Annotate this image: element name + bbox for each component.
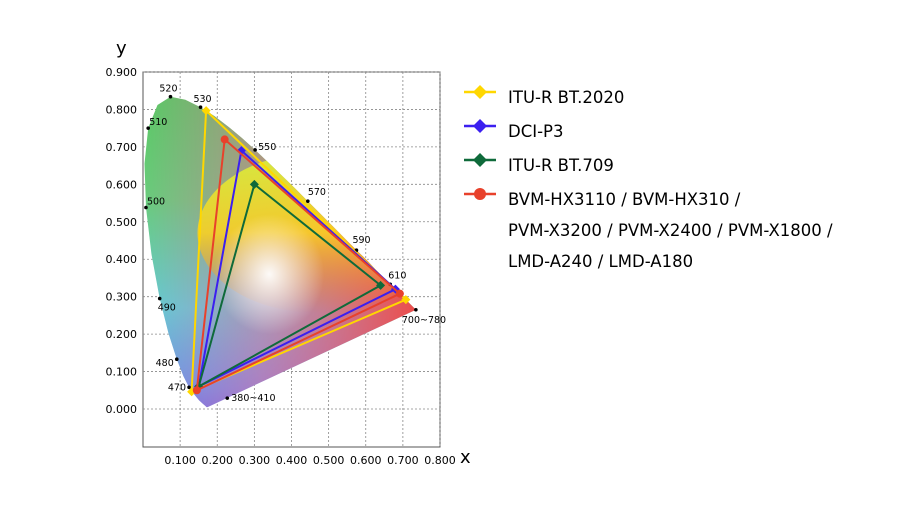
legend-marker	[464, 119, 496, 133]
x-tick-label: 0.700	[387, 454, 419, 467]
wavelength-marker	[187, 385, 191, 390]
legend: ITU-R BT.2020 DCI-P3 ITU-R BT.709 BVM-HX311…	[463, 78, 893, 276]
legend-label-line: ITU-R BT.2020	[508, 88, 625, 107]
wavelength-marker	[253, 148, 257, 152]
y-tick-label: 0.000	[106, 403, 138, 416]
y-tick-label: 0.900	[106, 66, 138, 79]
wavelength-label: 480	[156, 358, 174, 369]
primary-point	[220, 135, 229, 144]
wavelength-label: 380~410	[231, 393, 275, 404]
series-bvm-hx3110	[192, 135, 404, 395]
y-tick-label: 0.400	[106, 253, 138, 266]
y-axis-ticks: 0.000 0.100 0.200 0.300 0.400 0.500 0.600 0.700…	[106, 66, 138, 416]
primary-point	[249, 179, 259, 189]
x-tick-label: 0.300	[239, 454, 271, 467]
y-axis-title: y	[116, 38, 127, 59]
y-tick-label: 0.200	[106, 328, 138, 341]
y-tick-label: 0.300	[106, 291, 138, 304]
legend-label-line: LMD-A240 / LMD-A180	[508, 252, 694, 271]
primary-point	[192, 386, 201, 395]
wavelength-marker	[144, 205, 148, 210]
x-tick-label: 0.600	[350, 454, 382, 467]
legend-item: DCI-P3	[463, 112, 893, 146]
wavelength-label: 550	[258, 142, 276, 153]
gamut-triangle	[197, 182, 383, 389]
wavelength-marker	[414, 307, 418, 312]
x-axis-ticks: 0.100 0.200 0.300 0.400 0.500 0.600 0.700 0.800	[164, 454, 455, 467]
legend-marker	[464, 188, 496, 200]
gamut-triangle	[197, 148, 398, 389]
y-tick-label: 0.700	[106, 141, 138, 154]
legend-label: ITU-R BT.2020	[508, 82, 624, 113]
gamut-series	[187, 106, 411, 397]
wavelength-marker	[306, 199, 310, 203]
wavelength-label: 530	[193, 94, 211, 105]
legend-marker	[464, 153, 496, 167]
primary-point	[401, 295, 411, 305]
gamut-triangle	[190, 108, 408, 394]
legend-label: ITU-R BT.709	[508, 150, 614, 181]
legend-item: BVM-HX3110 / BVM-HX310 / PVM-X3200 / PVM-…	[463, 180, 893, 276]
wavelength-marker	[157, 296, 162, 301]
series-itu-r	[194, 179, 386, 392]
wavelength-label: 490	[158, 303, 176, 314]
wavelength-marker	[225, 396, 230, 400]
x-tick-label: 0.800	[424, 454, 456, 467]
legend-marker	[464, 85, 496, 99]
primary-point	[201, 106, 211, 116]
wavelength-label: 700~780	[402, 315, 446, 326]
wavelength-label: 590	[352, 235, 370, 246]
x-tick-label: 0.400	[276, 454, 308, 467]
wavelength-label: 500	[147, 197, 165, 208]
gamut-triangle	[195, 137, 402, 392]
y-tick-label: 0.800	[106, 103, 138, 116]
wavelength-label: 520	[159, 84, 177, 95]
wavelength-label: 570	[308, 187, 326, 198]
y-tick-label: 0.600	[106, 178, 138, 191]
legend-label-line: DCI-P3	[508, 122, 564, 141]
legend-item: ITU-R BT.709	[463, 146, 893, 180]
primary-point	[376, 280, 386, 290]
legend-label: DCI-P3	[508, 116, 564, 147]
legend-label-line: ITU-R BT.709	[508, 156, 614, 175]
x-tick-label: 0.500	[313, 454, 345, 467]
y-tick-label: 0.100	[106, 366, 138, 379]
wavelength-labels: 380~410 470 480 490 500 510 520 530 550 570 590 610…	[144, 84, 446, 404]
x-axis-title: x	[460, 447, 471, 468]
y-tick-label: 0.500	[106, 216, 138, 229]
legend-label-line: BVM-HX3110 / BVM-HX310 /	[508, 190, 741, 209]
legend-label-line: PVM-X3200 / PVM-X2400 / PVM-X1800 /	[508, 221, 833, 240]
wavelength-marker	[146, 126, 150, 130]
x-tick-label: 0.200	[202, 454, 234, 467]
wavelength-marker	[174, 357, 179, 361]
wavelength-label: 610	[388, 270, 406, 281]
x-tick-label: 0.100	[164, 454, 196, 467]
wavelength-label: 510	[149, 117, 167, 128]
legend-item: ITU-R BT.2020	[463, 78, 893, 112]
primary-point	[395, 289, 404, 298]
wavelength-marker	[168, 94, 173, 99]
wavelength-label: 470	[168, 382, 186, 393]
wavelength-marker	[198, 105, 203, 109]
legend-label: BVM-HX3110 / BVM-HX310 / PVM-X3200 / PVM-…	[508, 184, 833, 277]
